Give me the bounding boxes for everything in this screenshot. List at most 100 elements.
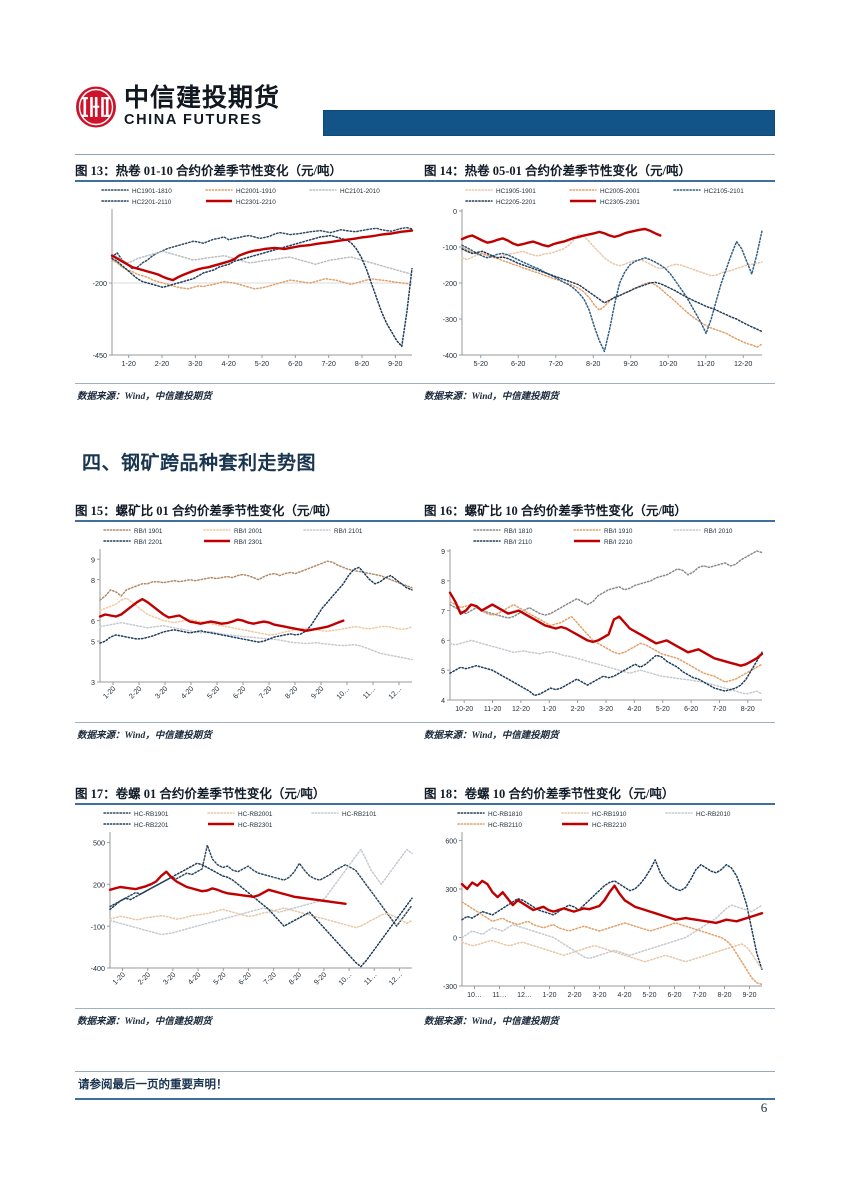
chart-fig18-axes: 600 300 0 -300 10… 11… 12… 1-20 2-20 3-20 4-20 5-20… [443,832,762,999]
figure-title-fig15: 图 15：螺矿比 01 合约价差季节性变化（元/吨） [75,504,338,518]
legend-label: RB/I 2101 [334,528,363,535]
legend-label: HC2101-2010 [340,188,380,195]
x-tick-label: 9-20 [624,359,638,368]
source-label-fig18: 数据来源：Wind，中信建投期货 [424,1017,559,1027]
legend-label: HC2105-2101 [704,188,744,195]
x-tick-label: 11… [362,970,379,987]
figure-title-fig18: 图 18：卷螺 10 合约价差季节性变化（元/吨） [424,787,675,801]
series-line [110,229,414,282]
y-tick-label: 8 [441,579,445,586]
figure-titles-row-1: 图 13：热卷 01-10 合约价差季节性变化（元/吨） 图 14：热卷 05-… [75,160,775,182]
y-tick-label: 5 [91,637,95,646]
legend-label: HC-RB2201 [134,822,169,829]
x-tick-label: 12… [387,970,404,987]
y-tick-label: -100 [91,922,105,931]
y-tick-label: 9 [91,555,95,564]
y-tick-label: 6 [91,617,95,626]
header-accent-bar [323,110,775,136]
y-tick-label: 8 [91,576,95,585]
source-label-fig16: 数据来源：Wind，中信建投期货 [424,731,559,741]
x-tick-label: 8-20 [283,684,300,701]
series-line [461,939,763,971]
chart-fig14-svg: HC1905-1901 HC2005-2001 HC2105-2101 HC2205-… [443,188,763,368]
x-tick-label: 11… [361,684,378,701]
series-line [449,639,763,695]
x-tick-label: 1-20 [110,970,127,987]
x-tick-label: 7-20 [692,992,706,999]
x-tick-label: 10… [467,992,482,999]
footer-divider-top [75,1071,775,1072]
x-tick-label: 11-20 [697,359,715,368]
chart-fig15: RB/I 1901 RB/I 2001 RB/I 2101 RB/I 2201 RB/I… [78,523,418,718]
x-tick-label: 12… [386,684,403,701]
chart-fig14-legend: HC1905-1901 HC2005-2001 HC2105-2101 HC2205-… [465,188,744,206]
legend-label: HC-RB2001 [238,811,273,818]
x-tick-label: 6-20 [511,359,525,368]
series-line [460,227,662,248]
x-tick-label: 8-20 [741,706,755,713]
y-tick-label: -400 [91,964,105,973]
legend-label: HC-RB2301 [238,822,273,829]
legend-label: HC-RB2110 [488,822,522,829]
brand-logo: 中信建投期货 CHINA FUTURES [75,86,280,128]
x-tick-label: 3-20 [153,684,170,701]
chart-fig13-axes: -200 -450 1-20 2-20 3-20 4-20 5-20 6-20 7-20 8-20… [93,209,412,368]
x-tick-label: 10-20 [455,706,473,713]
source-row-2: 数据来源：Wind，中信建投期货 数据来源：Wind，中信建投期货 [75,727,775,743]
chart-fig15-legend: RB/I 1901 RB/I 2001 RB/I 2101 RB/I 2201 RB/I… [103,528,363,546]
chart-fig18: HC-RB1810 HC-RB1910 HC-RB2010 HC-RB2110 HC-R… [428,806,768,1004]
x-tick-label: 1-20 [542,706,556,713]
legend-label: RB/I 2110 [504,539,532,546]
x-tick-label: 2-20 [571,706,585,713]
legend-label: HC-RB2101 [342,811,377,818]
chart-fig18-svg: HC-RB1810 HC-RB1910 HC-RB2010 HC-RB2110 HC-R… [443,811,764,999]
legend-label: RB/I 2210 [604,539,633,546]
chart-fig15-series [98,560,413,661]
series-line [461,904,763,960]
series-line [99,597,413,636]
y-tick-label: 9 [441,549,445,556]
x-tick-label: 1-20 [121,359,135,368]
legend-label: HC-RB2210 [592,822,627,829]
x-tick-label: 6-20 [231,684,248,701]
legend-label: RB/I 2301 [234,539,263,546]
source-label-fig14: 数据来源：Wind，中信建投期货 [424,392,559,402]
legend-label: RB/I 2001 [234,528,263,535]
x-tick-label: 4-20 [186,970,203,987]
x-tick-label: 9-20 [388,359,402,368]
series-line [99,566,413,644]
x-tick-label: 10-20 [659,359,677,368]
legend-label: HC-RB1810 [488,811,523,818]
legend-label: HC2201-2110 [132,199,172,206]
figure-title-fig17: 图 17：卷螺 01 合约价差季节性变化（元/吨） [75,787,326,801]
series-line [461,230,763,353]
series-line [449,600,763,683]
series-line [111,234,413,348]
x-tick-label: 9-20 [312,970,329,987]
chart-fig17-legend: HC-RB1901 HC-RB2001 HC-RB2101 HC-RB2201 HC-R… [103,811,377,829]
series-line [109,844,413,927]
x-tick-label: 9-20 [742,992,756,999]
citic-circle-logo-icon [75,86,117,128]
x-tick-label: 8-20 [586,359,600,368]
chart-fig15-svg: RB/I 1901 RB/I 2001 RB/I 2101 RB/I 2201 RB/I… [91,528,413,701]
x-tick-label: 4-20 [627,706,641,713]
series-line [461,248,763,333]
x-tick-label: 11-20 [484,706,501,713]
chart-fig17-svg: HC-RB1901 HC-RB2001 HC-RB2101 HC-RB2201 HC-R… [91,811,413,987]
series-line [109,848,413,936]
x-tick-label: 8-20 [355,359,369,368]
figure-title-fig14: 图 14：热卷 05-01 合约价差季节性变化（元/吨） [424,164,692,178]
x-tick-label: 7-20 [261,970,278,987]
series-line [461,859,763,971]
y-tick-label: -200 [443,279,457,288]
chart-fig16-axes: 9 8 7 6 5 4 10-20 11-20 12-20 1-20 2-20 3-20 4-20 5-2… [441,549,762,713]
legend-label: RB/I 2201 [134,539,163,546]
y-tick-label: 6 [441,639,445,646]
x-tick-label: 6-20 [288,359,302,368]
series-line [111,259,413,290]
series-line [461,233,763,277]
chart-fig16-svg: RB/I 1810 RB/I 1910 RB/I 2010 RB/I 2110 RB/I… [441,528,764,713]
y-tick-label: -100 [443,243,457,252]
